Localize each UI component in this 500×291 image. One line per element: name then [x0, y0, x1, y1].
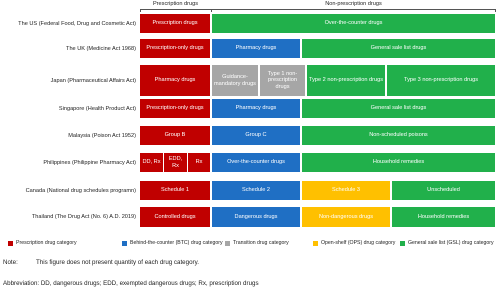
legend-label: Prescription drug category: [16, 240, 77, 246]
note-text: This figure does not present quantity of…: [36, 259, 199, 266]
legend-swatch: [313, 240, 318, 246]
drug-category-box: DD, Rx: [140, 153, 163, 172]
drug-category-box: Type 2 non-prescription drugs: [307, 65, 385, 96]
legend-item: Transition drug category: [225, 239, 289, 247]
drug-category-box: Non-dangerous drugs: [302, 207, 390, 227]
drug-category-box: Group C: [212, 126, 300, 145]
drug-category-box: Prescription-only drugs: [140, 99, 210, 118]
legend-item: Behind-the-counter (BTC) drug category: [122, 239, 223, 247]
drug-category-box: Household remedies: [302, 153, 495, 172]
drug-category-box: General sale list drugs: [302, 39, 495, 58]
bracket-line: [212, 9, 495, 10]
legend-swatch: [225, 240, 230, 246]
header-label: Non-prescription drugs: [325, 1, 382, 7]
legend-label: Behind-the-counter (BTC) drug category: [130, 240, 223, 246]
abbreviation: Abbreviation: DD, dangerous drugs; EDD, …: [3, 280, 259, 287]
legend-item: Open-shelf (OPS) drug category: [313, 239, 395, 247]
drug-category-box: EDD, Rx: [164, 153, 187, 172]
legend-swatch: [8, 240, 13, 246]
drug-category-box: Pharmacy drugs: [212, 39, 300, 58]
drug-category-box: Type 1 non-prescription drugs: [260, 65, 305, 96]
drug-category-box: Guidance-mandatory drugs: [212, 65, 258, 96]
bracket-tick: [495, 9, 496, 12]
drug-category-box: Controlled drugs: [140, 207, 210, 227]
country-label: The UK (Medicine Act 1968): [66, 45, 136, 52]
drug-category-box: Schedule 2: [212, 181, 300, 200]
drug-category-box: Schedule 3: [302, 181, 390, 200]
legend-label: Transition drug category: [233, 240, 289, 246]
country-label: Thailand (The Drug Act (No. 6) A.D. 2019…: [31, 214, 136, 220]
country-label: The US (Federal Food, Drug and Cosmetic …: [18, 20, 136, 27]
country-label: Canada (National drug schedules programn…: [25, 187, 136, 194]
bracket-line: [140, 9, 211, 10]
bracket-tick: [211, 9, 212, 12]
drug-category-box: Dangerous drugs: [212, 207, 300, 227]
legend-label: Open-shelf (OPS) drug category: [321, 240, 396, 246]
country-label: Japan (Pharmaceutical Affairs Act): [50, 77, 136, 84]
drug-category-box: Type 3 non-prescription drugs: [387, 65, 495, 96]
drug-category-box: Group B: [140, 126, 210, 145]
note-label: Note:: [3, 259, 18, 266]
country-label: Philippines (Philippine Pharmacy Act): [43, 159, 136, 166]
drug-category-box: Schedule 1: [140, 181, 210, 200]
header-label: Prescription drugs: [152, 1, 199, 7]
country-label: Singapore (Health Product Act): [58, 105, 136, 112]
legend-item: Prescription drug category: [8, 239, 77, 247]
drug-category-box: Pharmacy drugs: [140, 65, 210, 96]
bracket-tick: [140, 9, 141, 12]
legend-item: General sale list (GSL) drug category: [400, 239, 494, 247]
drug-category-box: Unscheduled: [392, 181, 495, 200]
drug-category-box: Non-scheduled poisons: [302, 126, 495, 145]
country-label: Malaysia (Poison Act 1952): [68, 132, 136, 139]
drug-category-box: Over-the-counter drugs: [212, 14, 495, 33]
legend-swatch: [122, 240, 127, 246]
legend-label: General sale list (GSL) drug category: [408, 240, 494, 246]
drug-category-box: Prescription-only drugs: [140, 39, 210, 58]
drug-category-box: General sale list drugs: [302, 99, 495, 118]
drug-category-box: Rx: [188, 153, 210, 172]
drug-category-box: Household remedies: [392, 207, 495, 227]
drug-category-box: Prescription drugs: [140, 14, 210, 33]
drug-category-box: Pharmacy drugs: [212, 99, 300, 118]
drug-category-box: Over-the-counter drugs: [212, 153, 300, 172]
legend-swatch: [400, 240, 405, 246]
